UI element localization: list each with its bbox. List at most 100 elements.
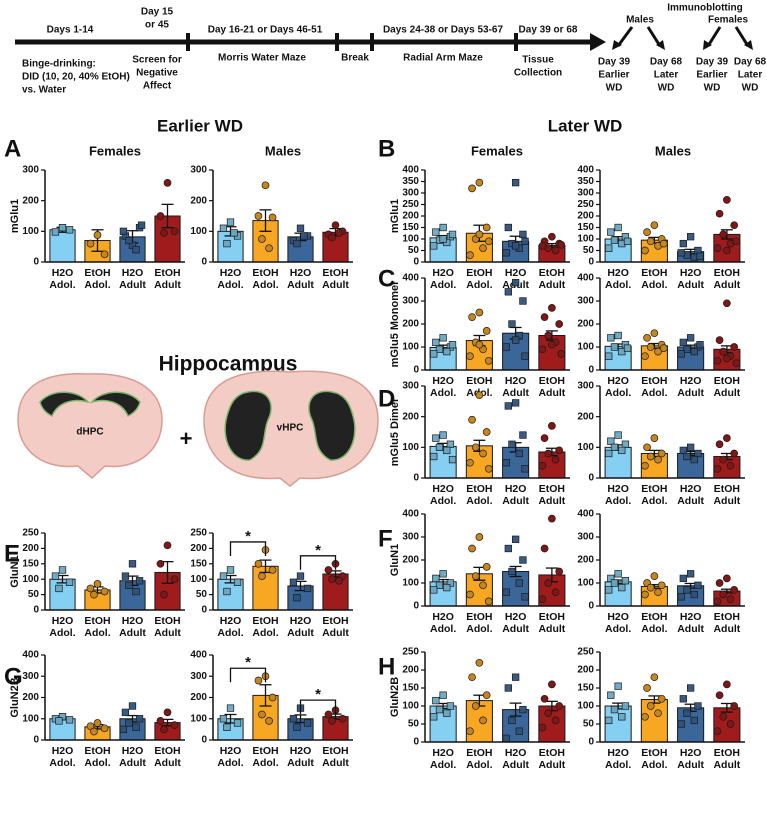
y-tick-label: 100 xyxy=(22,713,39,724)
bar xyxy=(677,452,705,479)
x-tick-label: H2O xyxy=(122,267,144,279)
data-point xyxy=(504,288,512,296)
x-tick-label: Adult xyxy=(713,759,740,771)
y-axis-label: mGlu5 Dimer xyxy=(389,397,401,466)
data-point xyxy=(93,719,102,727)
x-tick-label: Adult xyxy=(154,757,181,769)
x-tick-label: Adult xyxy=(677,623,704,635)
data-point xyxy=(502,459,510,467)
data-point xyxy=(715,440,724,449)
bar-chart: 0100200300400H2OAdol.EtOHAdol.H2OAdultEt… xyxy=(577,273,745,399)
y-tick-label: 150 xyxy=(402,222,419,233)
bar-chart: 050100150200250300350400H2OAdol.EtOHAdol… xyxy=(577,165,745,291)
x-tick-label: Adol. xyxy=(641,387,667,399)
significance-label: * xyxy=(315,542,321,559)
data-point xyxy=(557,350,566,358)
y-tick-label: 400 xyxy=(402,165,419,176)
data-point xyxy=(551,455,560,464)
heading: Earlier WD xyxy=(157,116,243,135)
timeline-arrow xyxy=(590,33,606,51)
data-point xyxy=(468,544,476,553)
y-tick-label: 0 xyxy=(33,257,39,268)
data-point xyxy=(551,588,560,597)
data-point xyxy=(690,590,698,599)
data-point xyxy=(443,347,451,356)
data-point xyxy=(690,716,698,725)
x-tick-label: Adult xyxy=(713,623,740,635)
data-point xyxy=(502,588,510,596)
immunoblot-title: Immunoblotting xyxy=(667,3,743,14)
data-point xyxy=(132,587,140,596)
data-point xyxy=(519,230,527,239)
x-tick-label: EtOH xyxy=(154,615,180,627)
x-tick-label: Adol. xyxy=(605,495,631,507)
data-point xyxy=(435,705,444,714)
stage-days: or 45 xyxy=(145,20,169,31)
data-point xyxy=(135,577,144,585)
subheading: Females xyxy=(471,143,523,158)
data-point xyxy=(555,567,564,576)
timeline-tick xyxy=(514,33,518,51)
data-point xyxy=(471,443,480,452)
data-point xyxy=(715,691,724,700)
y-tick-label: 100 xyxy=(190,574,207,585)
x-tick-label: EtOH xyxy=(252,267,278,279)
y-tick-label: 100 xyxy=(190,713,207,724)
x-tick-label: Adol. xyxy=(217,627,243,639)
y-tick-label: 100 xyxy=(402,442,419,453)
data-point xyxy=(607,574,615,583)
x-tick-label: Adol. xyxy=(466,279,492,291)
data-point xyxy=(86,239,95,248)
data-point xyxy=(293,723,301,731)
data-point xyxy=(100,724,109,733)
data-point xyxy=(119,227,128,235)
data-point xyxy=(331,221,340,230)
data-point xyxy=(328,233,336,242)
x-tick-label: Adol. xyxy=(605,623,631,635)
data-point xyxy=(430,713,438,721)
x-tick-label: Adol. xyxy=(49,279,75,291)
data-point xyxy=(335,576,343,585)
data-point xyxy=(544,449,553,458)
bar-chart: 050100150200250H2OAdol.EtOHAdol.H2OAdult… xyxy=(577,647,745,771)
data-point xyxy=(261,181,270,190)
x-tick-label: Adol. xyxy=(641,279,667,291)
data-point xyxy=(296,224,305,232)
outcome: Day 39 xyxy=(696,57,729,68)
data-point xyxy=(125,719,133,727)
x-tick-label: Adol. xyxy=(605,279,631,291)
x-tick-label: Adol. xyxy=(217,279,243,291)
data-point xyxy=(504,223,512,232)
data-point xyxy=(432,434,440,442)
data-point xyxy=(548,422,556,430)
data-point xyxy=(654,709,662,718)
x-tick-label: EtOH xyxy=(539,483,565,495)
data-point xyxy=(435,443,444,451)
stage-label: Negative xyxy=(136,68,178,79)
y-tick-label: 150 xyxy=(577,683,594,694)
bar-chart: 0100200300400GluN1H2OAdol.EtOHAdol.H2OAd… xyxy=(389,509,570,635)
data-point xyxy=(504,544,512,553)
data-point xyxy=(696,341,704,349)
data-point xyxy=(439,235,447,243)
data-point xyxy=(723,354,731,363)
x-tick-label: Adol. xyxy=(49,757,75,769)
data-point xyxy=(610,443,619,451)
data-point xyxy=(643,333,651,342)
x-tick-label: H2O xyxy=(122,745,144,757)
data-point xyxy=(324,710,333,719)
data-point xyxy=(614,331,622,340)
data-point xyxy=(504,402,512,410)
data-point xyxy=(690,347,698,356)
data-point xyxy=(540,544,549,553)
data-point xyxy=(618,446,626,455)
data-point xyxy=(471,702,480,710)
data-point xyxy=(508,567,516,576)
data-point xyxy=(732,237,741,246)
y-tick-label: 0 xyxy=(413,737,419,748)
data-point xyxy=(475,533,484,541)
y-tick-label: 200 xyxy=(190,195,207,206)
data-point xyxy=(233,578,242,586)
data-point xyxy=(659,239,668,248)
x-tick-label: EtOH xyxy=(84,615,110,627)
